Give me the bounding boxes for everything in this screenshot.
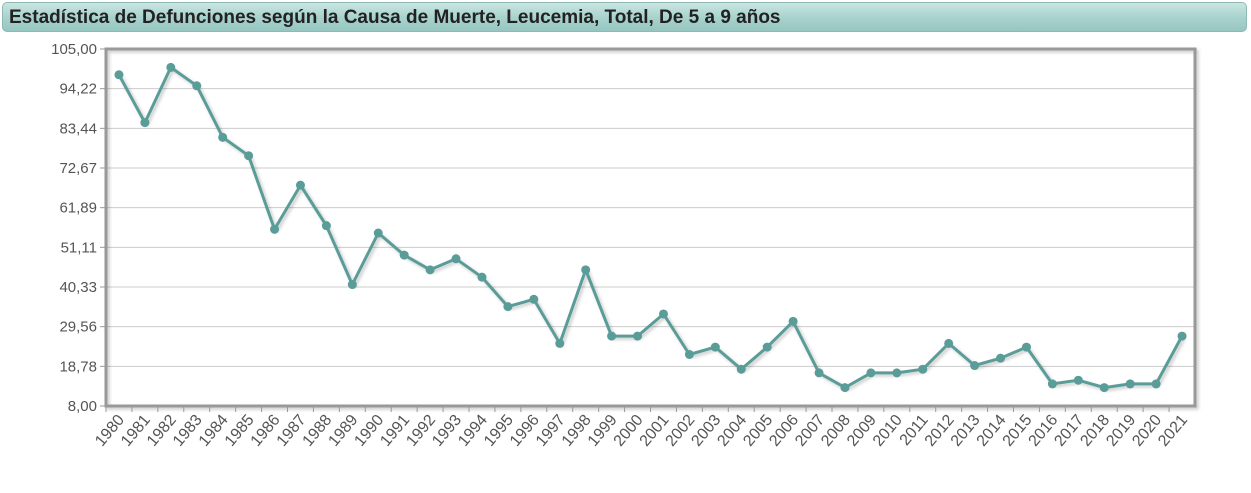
data-point[interactable]: [1099, 383, 1109, 393]
y-tick-label: 18,78: [59, 358, 97, 375]
data-point[interactable]: [684, 349, 694, 359]
data-point[interactable]: [1125, 379, 1135, 389]
x-tick-label: 2015: [1000, 412, 1036, 450]
series-line: [117, 65, 1184, 390]
data-point[interactable]: [1021, 342, 1031, 352]
data-point[interactable]: [762, 342, 772, 352]
x-tick-label: 1989: [325, 412, 361, 450]
x-tick-label: 2021: [1155, 412, 1191, 450]
data-point[interactable]: [1073, 375, 1083, 385]
data-point[interactable]: [918, 364, 928, 374]
data-point[interactable]: [218, 132, 228, 142]
data-point[interactable]: [166, 62, 176, 72]
data-point[interactable]: [321, 221, 331, 231]
data-point[interactable]: [373, 228, 383, 238]
x-tick-label: 1994: [455, 412, 491, 450]
x-tick-label: 1982: [144, 412, 180, 450]
data-point[interactable]: [270, 224, 280, 234]
data-point[interactable]: [814, 368, 824, 378]
data-point[interactable]: [633, 331, 643, 341]
y-tick-label: 8,00: [68, 398, 97, 415]
y-tick-label: 61,89: [59, 200, 97, 217]
data-point[interactable]: [451, 254, 461, 264]
y-tick-label: 40,33: [59, 279, 97, 296]
data-point[interactable]: [347, 280, 357, 290]
data-point[interactable]: [1151, 379, 1161, 389]
data-point[interactable]: [399, 250, 409, 260]
data-point[interactable]: [140, 118, 150, 128]
x-tick-label: 2010: [870, 412, 906, 450]
data-point[interactable]: [244, 151, 254, 161]
data-point[interactable]: [581, 265, 591, 275]
data-point[interactable]: [114, 70, 124, 80]
data-point[interactable]: [710, 342, 720, 352]
y-tick-label: 72,67: [59, 160, 97, 177]
x-tick-label: 2008: [818, 412, 854, 450]
data-point[interactable]: [736, 364, 746, 374]
axes: 8,00 18,78 29,56 40,33 51,11 61,89 72,67 83,44 9…: [51, 41, 1191, 450]
data-point[interactable]: [555, 338, 565, 348]
x-tick-label: 2001: [637, 412, 673, 450]
series: [114, 62, 1187, 393]
data-point[interactable]: [425, 265, 435, 275]
data-point[interactable]: [503, 302, 513, 312]
data-point[interactable]: [788, 316, 798, 326]
x-tick-label: 1996: [507, 412, 543, 450]
data-point[interactable]: [529, 294, 539, 304]
data-point[interactable]: [892, 368, 902, 378]
data-point[interactable]: [996, 353, 1006, 363]
data-point[interactable]: [658, 309, 668, 319]
data-point[interactable]: [1047, 379, 1057, 389]
data-point[interactable]: [192, 81, 202, 91]
data-point[interactable]: [944, 338, 954, 348]
data-point[interactable]: [295, 180, 305, 190]
y-tick-label: 94,22: [59, 81, 97, 98]
data-point[interactable]: [840, 383, 850, 393]
data-point[interactable]: [1177, 331, 1187, 341]
x-tick-label: 2017: [1051, 412, 1087, 450]
x-tick-label: 1980: [92, 412, 128, 450]
x-tick-label: 2003: [688, 412, 724, 450]
y-tick-label: 105,00: [51, 41, 97, 58]
y-tick-label: 51,11: [61, 239, 97, 256]
data-point[interactable]: [477, 272, 487, 282]
y-tick-label: 29,56: [59, 319, 97, 336]
data-point[interactable]: [607, 331, 617, 341]
y-tick-label: 83,44: [59, 120, 97, 137]
data-point[interactable]: [970, 361, 980, 371]
data-point[interactable]: [866, 368, 876, 378]
chart-title: Estadística de Defunciones según la Caus…: [9, 7, 781, 28]
x-tick-label: 1987: [274, 412, 310, 450]
chart-title-bar: Estadística de Defunciones según la Caus…: [2, 2, 1247, 32]
